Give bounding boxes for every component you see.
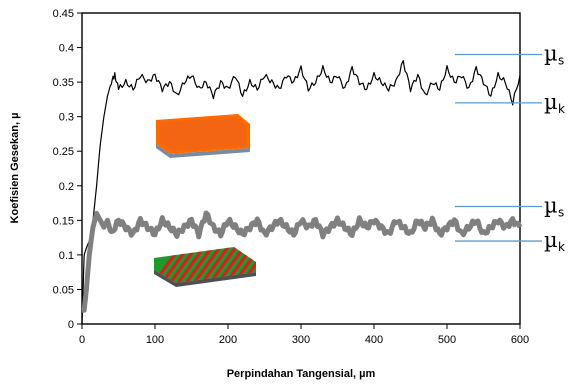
inset-stripe bbox=[174, 247, 208, 283]
y-axis-title: Koefisien Gesekan, µ bbox=[9, 113, 21, 224]
x-tick-label: 600 bbox=[511, 334, 529, 346]
series-line-gray bbox=[80, 210, 523, 313]
x-axis-ticks: 0 100 200 300 400 500 600 bbox=[79, 324, 529, 346]
inset-stripe bbox=[182, 247, 216, 283]
y-tick-label: 0.2 bbox=[59, 181, 74, 193]
y-tick-label: 0 bbox=[68, 319, 74, 331]
mu-subscript: k bbox=[558, 102, 565, 116]
x-tick-label: 0 bbox=[79, 334, 85, 346]
inset-stripe bbox=[190, 247, 224, 283]
inset-stripe bbox=[214, 247, 248, 283]
y-tick-label: 0.4 bbox=[59, 43, 74, 55]
mu-symbol: µ bbox=[544, 90, 558, 114]
annotation-layer: µ sµ kµ sµ k bbox=[455, 41, 565, 254]
mu-subscript: s bbox=[558, 206, 564, 220]
series-layer bbox=[80, 59, 523, 325]
x-tick-label: 400 bbox=[365, 334, 383, 346]
mu-symbol: µ bbox=[544, 194, 558, 218]
y-axis-ticks: 0 0.05 0.1 0.15 0.2 0.25 0.3 0.35 0.4 0.45 bbox=[53, 8, 82, 331]
mu-subscript: s bbox=[558, 53, 564, 67]
y-tick-label: 0.05 bbox=[53, 284, 74, 296]
x-tick-label: 500 bbox=[438, 334, 456, 346]
y-tick-label: 0.15 bbox=[53, 215, 74, 227]
plot-area bbox=[81, 12, 521, 325]
mu-symbol: µ bbox=[544, 228, 558, 252]
y-tick-label: 0.45 bbox=[53, 8, 74, 20]
x-axis-title: Perpindahan Tangensial, µm bbox=[227, 368, 376, 380]
x-tick-label: 100 bbox=[146, 334, 164, 346]
striped-surface-inset bbox=[154, 247, 256, 287]
mu-symbol: µ bbox=[544, 41, 558, 65]
y-tick-label: 0.25 bbox=[53, 146, 74, 158]
x-tick-label: 300 bbox=[292, 334, 310, 346]
orange-surface-inset bbox=[156, 114, 250, 158]
y-tick-label: 0.1 bbox=[59, 250, 74, 262]
x-tick-label: 200 bbox=[219, 334, 237, 346]
inset-stripe bbox=[198, 247, 232, 283]
series-line-black bbox=[81, 59, 521, 325]
inset-stripe bbox=[158, 247, 192, 283]
inset-stripe bbox=[206, 247, 240, 283]
y-tick-label: 0.3 bbox=[59, 112, 74, 124]
y-tick-label: 0.35 bbox=[53, 77, 74, 89]
mu-subscript: k bbox=[558, 240, 565, 254]
inset-stripe bbox=[166, 247, 200, 283]
